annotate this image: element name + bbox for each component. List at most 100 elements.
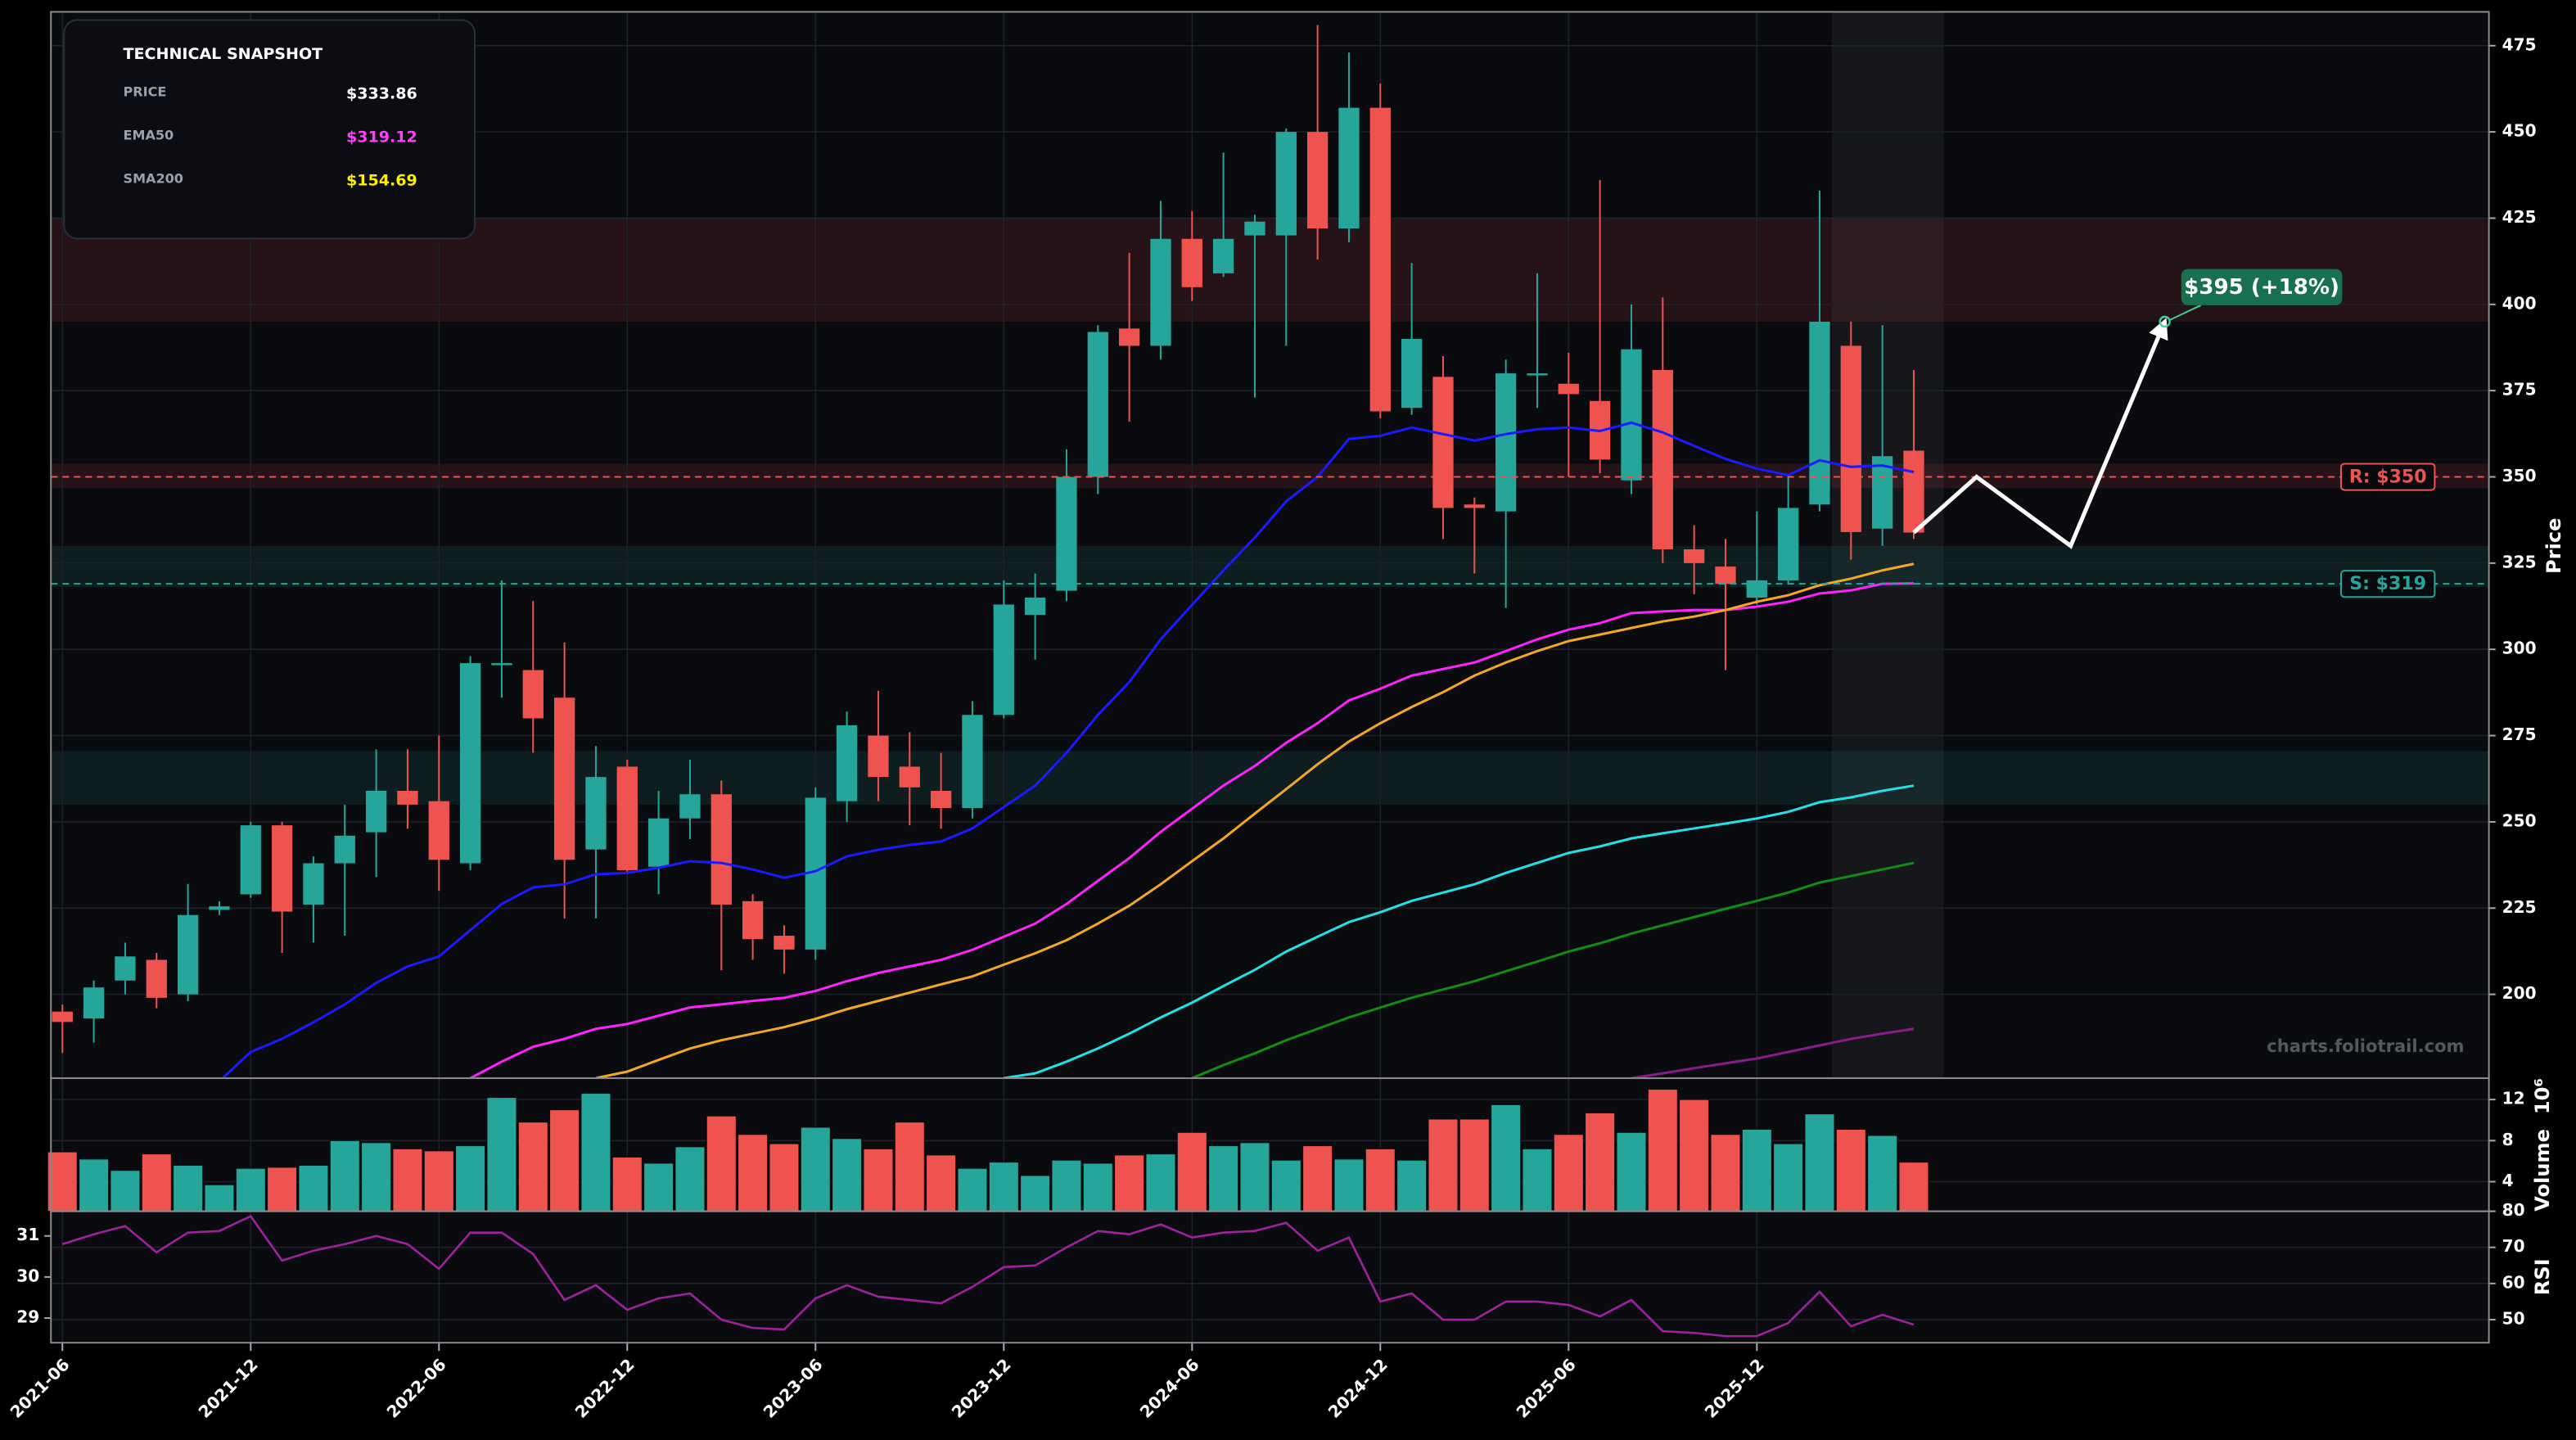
y-tick-label: 12: [2502, 1089, 2525, 1108]
volume-bar: [1522, 1148, 1553, 1212]
volume-bar: [1051, 1159, 1082, 1212]
rsi-left-tick-label: 31: [16, 1225, 39, 1244]
candle-body: [1369, 107, 1391, 412]
volume-bar: [329, 1140, 360, 1212]
volume-bar: [423, 1150, 454, 1212]
y-tick-label: 60: [2502, 1272, 2525, 1292]
level-label: R: $350: [2349, 467, 2427, 488]
volume-bar: [47, 1151, 78, 1212]
volume-bar: [1114, 1154, 1145, 1212]
candle-body: [334, 835, 355, 864]
volume-bar: [706, 1115, 737, 1212]
target-label-box: [2181, 269, 2343, 305]
volume-bar: [926, 1154, 957, 1212]
snapshot-label: SMA200: [124, 171, 183, 187]
candle-body: [1715, 567, 1736, 585]
candle-body: [83, 987, 105, 1019]
watermark: charts.foliotrail.com: [2267, 1036, 2464, 1056]
volume-bar: [643, 1162, 674, 1212]
volume-bar: [392, 1148, 423, 1212]
zone: [51, 751, 2489, 805]
indicator-line: [469, 582, 1914, 1079]
volume-bar: [549, 1109, 580, 1212]
candle-body: [553, 697, 575, 860]
snapshot-value: $319.12: [346, 129, 417, 147]
volume-bar: [674, 1146, 706, 1212]
candle-body: [868, 735, 889, 778]
candle-body: [742, 901, 764, 940]
volume-bar: [1616, 1131, 1647, 1212]
y-tick-label: 425: [2502, 207, 2537, 227]
volume-bar: [1270, 1159, 1302, 1212]
zone: [51, 463, 2489, 489]
volume-bar: [1835, 1128, 1866, 1212]
volume-bar: [580, 1093, 611, 1212]
overlay: R: $350 S: $319 $395 (+18%): [51, 269, 2489, 598]
indicator-line: [1631, 1027, 1915, 1079]
target-leader: [2169, 304, 2202, 321]
candle-body: [1118, 328, 1140, 346]
candle-body: [1809, 321, 1830, 505]
candle-body: [679, 794, 701, 819]
candle-body: [1338, 107, 1360, 229]
level-label-box: [2339, 570, 2436, 598]
indicator-line: [1004, 784, 1915, 1079]
candle-body: [1495, 373, 1517, 512]
candle-body: [930, 791, 952, 809]
y-tick-label: 80: [2502, 1200, 2525, 1220]
volume-bar: [1428, 1118, 1459, 1212]
volume-bar: [235, 1167, 266, 1212]
rsi-frame: [50, 1210, 2490, 1344]
y-tick-label: 4: [2502, 1171, 2514, 1190]
marks: [47, 25, 1929, 1338]
volume-bar: [1302, 1145, 1333, 1212]
candle-body: [1212, 238, 1234, 273]
forecast-shade: [1831, 11, 1944, 1079]
volume-bar: [957, 1167, 988, 1212]
rsi-line: [61, 1214, 1915, 1338]
y-tick-label: 300: [2502, 639, 2537, 658]
volume-offset-label: 10⁶: [2531, 1078, 2554, 1114]
volume-bar: [204, 1184, 235, 1212]
candle-body: [962, 715, 983, 809]
candle-body: [177, 914, 199, 995]
candle-body: [1056, 476, 1077, 591]
volume-bar: [361, 1142, 392, 1212]
candle-body: [711, 794, 732, 905]
y-tick-label: 325: [2502, 552, 2537, 571]
rsi-axis-label: RSI: [2531, 1258, 2554, 1295]
volume-bar: [517, 1122, 548, 1212]
y-tick-label: 225: [2502, 897, 2537, 917]
volume-bar: [832, 1138, 863, 1212]
volume-bar: [1585, 1112, 1616, 1212]
y-tick-label: 475: [2502, 34, 2537, 54]
snapshot-box: [63, 19, 476, 240]
candle-body: [365, 791, 387, 833]
candle-body: [52, 1011, 73, 1022]
y-tick-label: 250: [2502, 810, 2537, 830]
y-tick-label: 275: [2502, 725, 2537, 744]
rsi-left-tick-label: 29: [16, 1307, 39, 1327]
volume-bar: [455, 1145, 486, 1212]
candle-body: [271, 825, 293, 912]
target-marker: [2159, 315, 2171, 328]
volume-bar: [1491, 1104, 1522, 1212]
candle-body: [774, 935, 795, 950]
indicator-line: [1191, 861, 1915, 1079]
volume-bar: [1333, 1158, 1365, 1212]
candle-body: [1777, 508, 1799, 580]
volume-axis-label: Volume: [2531, 1129, 2554, 1212]
candle-body: [836, 725, 858, 801]
zone: [51, 545, 2489, 588]
y-tick-label: 8: [2502, 1130, 2514, 1149]
candle-body: [1244, 221, 1265, 236]
volume-bar: [486, 1097, 517, 1212]
zones: [51, 218, 2489, 805]
candle-body: [585, 777, 607, 850]
y-axis-label: Price: [2542, 518, 2565, 574]
candle-body: [616, 766, 638, 870]
candle-body: [240, 825, 261, 895]
volume-bar: [1239, 1142, 1270, 1212]
candle-body: [115, 956, 136, 981]
indicator-line: [595, 562, 1915, 1079]
